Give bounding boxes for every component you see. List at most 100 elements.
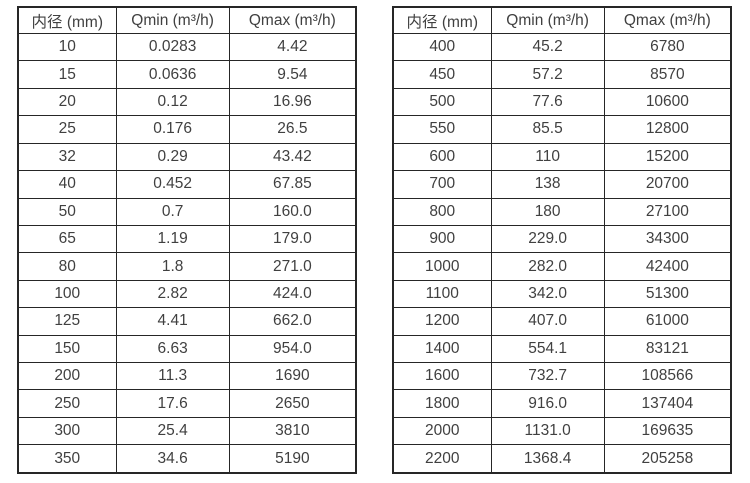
cell: 108566 (603, 362, 732, 391)
cell: 15200 (603, 142, 732, 172)
table-row: 200 11.3 1690 (17, 362, 357, 391)
column-header: 内径 (mm) (392, 6, 492, 34)
cell: 25 (17, 115, 117, 144)
cell: 200 (17, 362, 117, 391)
cell: 2650 (228, 389, 357, 418)
header-row: 内径 (mm) Qmin (m³/h) Qmax (m³/h) (17, 6, 357, 34)
cell: 407.0 (490, 307, 605, 336)
table-row: 50 0.7 160.0 (17, 197, 357, 226)
table-row: 300 25.4 3810 (17, 416, 357, 446)
cell: 16.96 (228, 87, 357, 117)
table-row: 40 0.452 67.85 (17, 170, 357, 199)
cell: 32 (17, 142, 117, 172)
table-row: 1000 282.0 42400 (392, 252, 732, 281)
cell: 5190 (228, 444, 357, 474)
column-header: Qmin (m³/h) (490, 6, 605, 34)
table-row: 25 0.176 26.5 (17, 115, 357, 144)
cell: 50 (17, 197, 117, 226)
cell: 40 (17, 170, 117, 199)
cell: 15 (17, 60, 117, 89)
cell: 271.0 (228, 252, 357, 281)
table-row: 600 110 15200 (392, 142, 732, 172)
cell: 662.0 (228, 307, 357, 336)
cell: 4.41 (115, 307, 230, 336)
table-row: 1100 342.0 51300 (392, 279, 732, 309)
column-header: Qmin (m³/h) (115, 6, 230, 34)
cell: 26.5 (228, 115, 357, 144)
table-row: 700 138 20700 (392, 170, 732, 199)
cell: 67.85 (228, 170, 357, 199)
cell: 12800 (603, 115, 732, 144)
cell: 25.4 (115, 416, 230, 446)
cell: 65 (17, 224, 117, 254)
cell: 11.3 (115, 362, 230, 391)
cell: 34.6 (115, 444, 230, 474)
cell: 342.0 (490, 279, 605, 309)
table-row: 150 6.63 954.0 (17, 334, 357, 364)
cell: 2.82 (115, 279, 230, 309)
table-row: 350 34.6 5190 (17, 444, 357, 474)
cell: 1690 (228, 362, 357, 391)
cell: 3810 (228, 416, 357, 446)
flow-table-small-diameters: 内径 (mm) Qmin (m³/h) Qmax (m³/h) 10 0.0283 4.4… (17, 6, 357, 474)
cell: 150 (17, 334, 117, 364)
cell: 0.0636 (115, 60, 230, 89)
table-row: 450 57.2 8570 (392, 60, 732, 89)
cell: 160.0 (228, 197, 357, 226)
cell: 125 (17, 307, 117, 336)
cell: 250 (17, 389, 117, 418)
cell: 0.176 (115, 115, 230, 144)
cell: 1400 (392, 334, 492, 364)
cell: 179.0 (228, 224, 357, 254)
cell: 85.5 (490, 115, 605, 144)
table-row: 100 2.82 424.0 (17, 279, 357, 309)
cell: 57.2 (490, 60, 605, 89)
cell: 10600 (603, 87, 732, 117)
table-row: 550 85.5 12800 (392, 115, 732, 144)
cell: 700 (392, 170, 492, 199)
table-row: 20 0.12 16.96 (17, 87, 357, 117)
cell: 83121 (603, 334, 732, 364)
cell: 0.452 (115, 170, 230, 199)
header-row: 内径 (mm) Qmin (m³/h) Qmax (m³/h) (392, 6, 732, 34)
cell: 20 (17, 87, 117, 117)
table-row: 15 0.0636 9.54 (17, 60, 357, 89)
cell: 400 (392, 32, 492, 62)
cell: 43.42 (228, 142, 357, 172)
cell: 350 (17, 444, 117, 474)
cell: 1368.4 (490, 444, 605, 474)
table-row: 1400 554.1 83121 (392, 334, 732, 364)
cell: 732.7 (490, 362, 605, 391)
cell: 80 (17, 252, 117, 281)
cell: 10 (17, 32, 117, 62)
cell: 2200 (392, 444, 492, 474)
cell: 61000 (603, 307, 732, 336)
cell: 45.2 (490, 32, 605, 62)
cell: 9.54 (228, 60, 357, 89)
cell: 900 (392, 224, 492, 254)
cell: 8570 (603, 60, 732, 89)
cell: 1.19 (115, 224, 230, 254)
cell: 34300 (603, 224, 732, 254)
cell: 0.29 (115, 142, 230, 172)
table-row: 400 45.2 6780 (392, 32, 732, 62)
cell: 137404 (603, 389, 732, 418)
table-row: 80 1.8 271.0 (17, 252, 357, 281)
cell: 554.1 (490, 334, 605, 364)
cell: 282.0 (490, 252, 605, 281)
cell: 300 (17, 416, 117, 446)
table-row: 10 0.0283 4.42 (17, 32, 357, 62)
column-header: 内径 (mm) (17, 6, 117, 34)
cell: 2000 (392, 416, 492, 446)
cell: 229.0 (490, 224, 605, 254)
cell: 500 (392, 87, 492, 117)
cell: 51300 (603, 279, 732, 309)
cell: 180 (490, 197, 605, 226)
table-row: 800 180 27100 (392, 197, 732, 226)
table-row: 32 0.29 43.42 (17, 142, 357, 172)
cell: 0.12 (115, 87, 230, 117)
cell: 1600 (392, 362, 492, 391)
cell: 1000 (392, 252, 492, 281)
cell: 450 (392, 60, 492, 89)
